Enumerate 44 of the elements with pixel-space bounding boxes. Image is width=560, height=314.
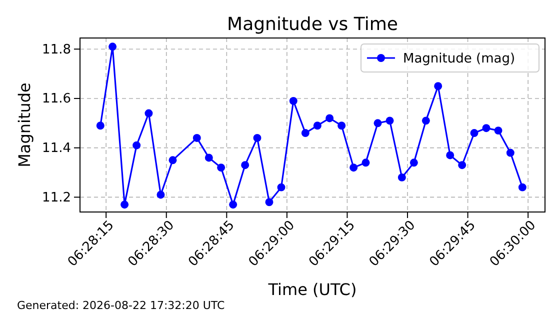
- point: [313, 122, 322, 130]
- point: [289, 96, 298, 105]
- point: [350, 164, 358, 172]
- point: [241, 161, 250, 170]
- y-tick-label: 11.2: [42, 190, 71, 206]
- point: [277, 183, 286, 192]
- point: [120, 200, 129, 209]
- point: [229, 200, 238, 209]
- point: [398, 173, 406, 182]
- point: [132, 141, 141, 150]
- point: [265, 198, 274, 206]
- x-axis-title: Time (UTC): [267, 280, 357, 299]
- point: [192, 134, 201, 142]
- point: [362, 158, 370, 167]
- point: [422, 116, 430, 125]
- text: Generated: 2026-08-22 17:32:20 UTC: [17, 299, 226, 312]
- point: [518, 183, 526, 192]
- point: [410, 158, 418, 167]
- y-tick-label: 11.6: [42, 92, 71, 107]
- point: [446, 151, 454, 160]
- point: [204, 154, 213, 162]
- point: [144, 109, 153, 118]
- point: [96, 122, 104, 130]
- point: [108, 42, 117, 51]
- point: [506, 148, 514, 157]
- point: [168, 156, 177, 164]
- point: [434, 82, 442, 90]
- point: [217, 164, 226, 172]
- point: [458, 161, 466, 170]
- point: [301, 129, 310, 137]
- legend-label: Magnitude (mag): [403, 52, 516, 66]
- y-tick-label: 11.4: [42, 140, 71, 156]
- y-axis-title: Magnitude: [15, 82, 34, 168]
- point: [374, 119, 382, 128]
- point: [326, 114, 334, 122]
- point: [470, 129, 478, 137]
- point: [253, 134, 262, 142]
- point: [338, 122, 346, 130]
- point: [494, 126, 502, 135]
- y-tick-label: 11.8: [42, 42, 71, 58]
- point: [386, 116, 394, 125]
- point: [156, 190, 165, 199]
- point: [482, 124, 490, 132]
- chart-title: Magnitude vs Time: [227, 14, 398, 35]
